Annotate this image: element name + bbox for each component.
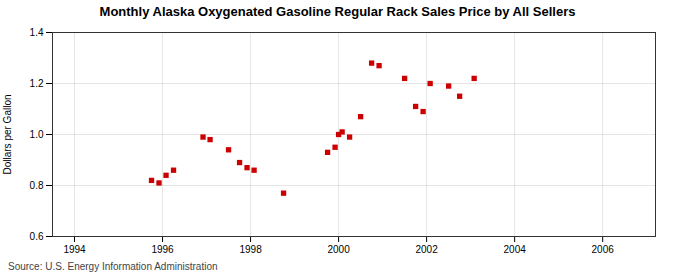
svg-text:2006: 2006 [592,244,615,255]
svg-text:1996: 1996 [151,244,174,255]
svg-text:2000: 2000 [327,244,350,255]
svg-text:1998: 1998 [239,244,262,255]
html-text:Monthly Alaska Oxygenated Gaso: Monthly Alaska Oxygenated Gasoline Regul… [99,4,576,19]
svg-text:2004: 2004 [504,244,527,255]
svg-text:1994: 1994 [63,244,86,255]
svg-text:1.0: 1.0 [30,129,44,140]
svg-text:1.4: 1.4 [30,27,44,38]
svg-text:0.6: 0.6 [30,231,44,242]
html-text:Source: U.S. Energy Informatio: Source: U.S. Energy Information Administ… [8,261,218,272]
svg-text:2002: 2002 [415,244,438,255]
svg-text:Dollars per Gallon: Dollars per Gallon [2,94,13,174]
svg-text:0.8: 0.8 [30,180,44,191]
svg-text:1.2: 1.2 [30,78,44,89]
